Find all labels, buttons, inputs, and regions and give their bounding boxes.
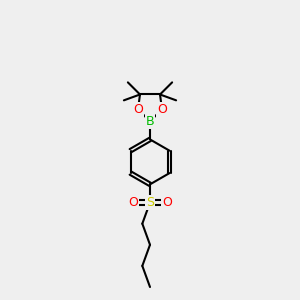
Text: B: B (146, 115, 154, 128)
Text: O: O (157, 103, 167, 116)
Text: O: O (128, 196, 138, 209)
Text: S: S (146, 196, 154, 209)
Text: O: O (133, 103, 143, 116)
Text: O: O (162, 196, 172, 209)
